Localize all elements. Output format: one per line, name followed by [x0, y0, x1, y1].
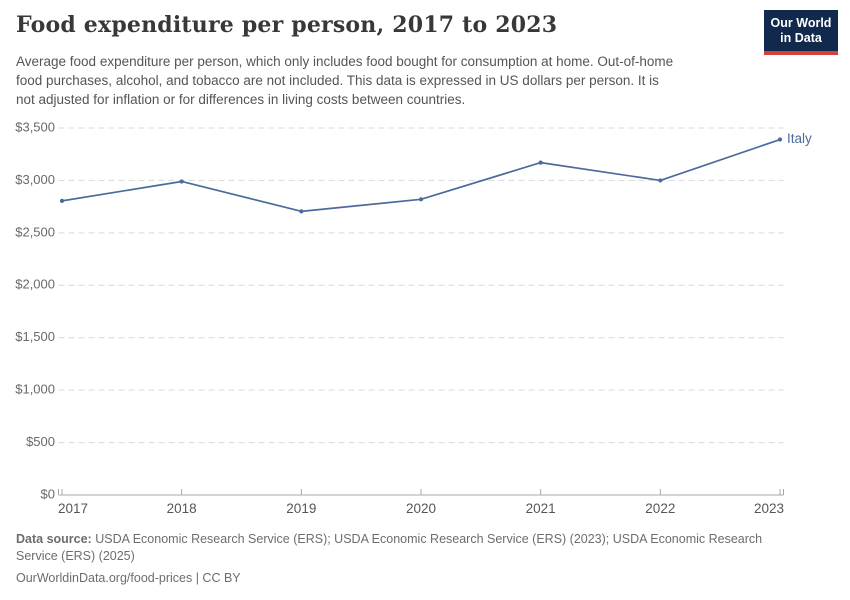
chart-footer: Data source: USDA Economic Research Serv…	[16, 531, 778, 587]
svg-text:$0: $0	[41, 486, 55, 501]
svg-text:$2,500: $2,500	[15, 224, 55, 239]
svg-text:$3,500: $3,500	[15, 119, 55, 134]
svg-text:$1,000: $1,000	[15, 382, 55, 397]
owid-logo-text: Our World in Data	[764, 10, 838, 51]
svg-text:2020: 2020	[406, 501, 436, 516]
line-chart-canvas[interactable]: $0 $500 $1,000 $1,500 $2,000 $2,500 $3,000 $3,5…	[0, 116, 850, 530]
series-label-italy: Italy	[787, 131, 812, 146]
svg-text:$2,000: $2,000	[15, 277, 55, 292]
owid-logo-accent-bar	[764, 51, 838, 55]
chart-area: $0 $500 $1,000 $1,500 $2,000 $2,500 $3,000 $3,5…	[0, 116, 850, 530]
license-link[interactable]: OurWorldinData.org/food-prices | CC BY	[16, 571, 241, 585]
page-title: Food expenditure per person, 2017 to 202…	[16, 12, 558, 38]
data-source-text: USDA Economic Research Service (ERS); US…	[16, 532, 763, 563]
owid-logo[interactable]: Our World in Data	[764, 10, 838, 55]
svg-text:2022: 2022	[645, 501, 675, 516]
svg-text:$1,500: $1,500	[15, 329, 55, 344]
data-source-line[interactable]: Data source: USDA Economic Research Serv…	[16, 531, 778, 565]
svg-text:2018: 2018	[167, 501, 197, 516]
svg-text:2019: 2019	[286, 501, 316, 516]
svg-text:$500: $500	[26, 434, 55, 449]
svg-text:2023: 2023	[754, 501, 784, 516]
chart-subtitle: Average food expenditure per person, whi…	[16, 54, 674, 107]
svg-text:2017: 2017	[58, 501, 88, 516]
data-source-label: Data source:	[16, 532, 92, 546]
svg-text:$3,000: $3,000	[15, 172, 55, 187]
svg-text:2021: 2021	[526, 501, 556, 516]
